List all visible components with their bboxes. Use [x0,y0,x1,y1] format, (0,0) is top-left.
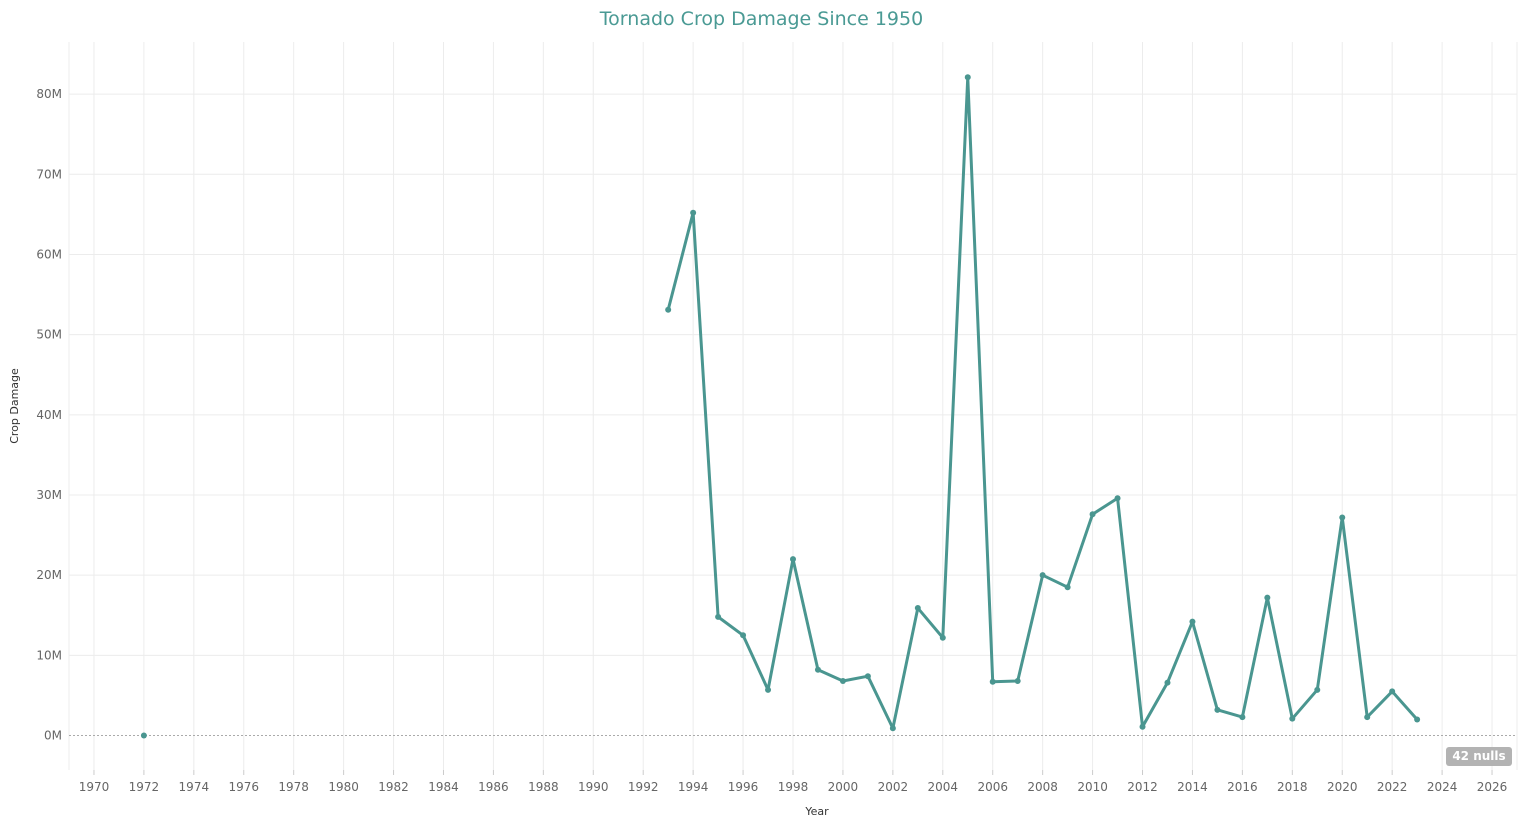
y-tick-label: 20M [36,568,62,582]
data-point[interactable] [140,732,147,739]
data-point[interactable] [1364,714,1371,721]
x-tick-label: 1974 [179,780,210,794]
x-tick-label: 1998 [778,780,809,794]
series-layer [140,74,1421,739]
x-tick-label: 2026 [1477,780,1508,794]
data-point[interactable] [864,673,871,680]
x-tick-label: 1978 [278,780,309,794]
x-tick-label: 2012 [1127,780,1158,794]
data-point[interactable] [889,725,896,732]
data-point[interactable] [1314,686,1321,693]
data-point[interactable] [790,556,796,563]
x-tick-label: 2002 [878,780,909,794]
x-tick-label: 2016 [1227,780,1258,794]
data-point[interactable] [1289,715,1296,722]
data-point[interactable] [715,613,722,620]
x-tick-label: 1996 [728,780,759,794]
data-point[interactable] [1114,495,1121,502]
data-point[interactable] [1264,594,1271,601]
x-tick-label: 1972 [129,780,160,794]
data-point[interactable] [1189,618,1196,625]
x-axis-title: Year [804,805,829,818]
x-tick-label: 2000 [828,780,859,794]
x-tick-label: 1986 [478,780,509,794]
data-point[interactable] [989,678,996,685]
x-tick-label: 2018 [1277,780,1308,794]
y-tick-label: 0M [44,729,62,743]
x-tick-label: 1980 [328,780,359,794]
x-tick-label: 2024 [1427,780,1458,794]
x-tick-label: 1988 [528,780,559,794]
data-point[interactable] [1139,723,1146,730]
data-point[interactable] [1214,706,1221,713]
y-axis-ticks: 0M 10M 20M 30M 40M 50M 60M 70M 80M [36,87,62,742]
data-point[interactable] [939,634,946,641]
data-point[interactable] [1414,716,1421,723]
grid-lines [68,42,1518,770]
chart-title: Tornado Crop Damage Since 1950 [599,8,924,30]
y-tick-label: 70M [36,167,62,181]
x-tick-label: 1982 [378,780,409,794]
data-point[interactable] [765,686,772,693]
data-point[interactable] [690,209,697,216]
data-point[interactable] [1064,584,1071,591]
data-point[interactable] [1239,714,1246,721]
y-axis-title: Crop Damage [8,368,21,444]
data-point[interactable] [839,678,846,685]
nulls-indicator-badge[interactable]: 42 nulls [1446,747,1512,766]
y-tick-label: 30M [36,488,62,502]
x-tick-label: 2022 [1377,780,1408,794]
x-axis-ticks: 1970 1972 1974 1976 1978 1980 1982 1984 1986 1988… [79,770,1508,794]
y-tick-label: 80M [36,87,62,101]
x-tick-label: 2014 [1177,780,1208,794]
data-point[interactable] [964,74,971,81]
x-tick-label: 2004 [928,780,959,794]
data-point[interactable] [1339,514,1346,521]
x-tick-label: 1994 [678,780,709,794]
x-tick-label: 2008 [1027,780,1058,794]
y-tick-label: 50M [36,328,62,342]
x-tick-label: 2020 [1327,780,1358,794]
data-point[interactable] [665,306,672,313]
y-tick-label: 60M [36,247,62,261]
data-point[interactable] [740,632,747,639]
data-point[interactable] [1014,678,1021,685]
x-tick-label: 1970 [79,780,110,794]
data-point[interactable] [1039,572,1046,579]
y-tick-label: 10M [36,648,62,662]
data-point[interactable] [1089,511,1096,518]
x-tick-label: 1976 [228,780,259,794]
data-point[interactable] [1389,688,1396,695]
x-tick-label: 1984 [428,780,459,794]
x-tick-label: 2010 [1077,780,1108,794]
data-point[interactable] [814,666,821,673]
y-tick-label: 40M [36,408,62,422]
x-tick-label: 1992 [628,780,659,794]
data-point[interactable] [1164,679,1171,686]
data-point[interactable] [914,605,921,612]
x-tick-label: 2006 [977,780,1008,794]
x-tick-label: 1990 [578,780,609,794]
